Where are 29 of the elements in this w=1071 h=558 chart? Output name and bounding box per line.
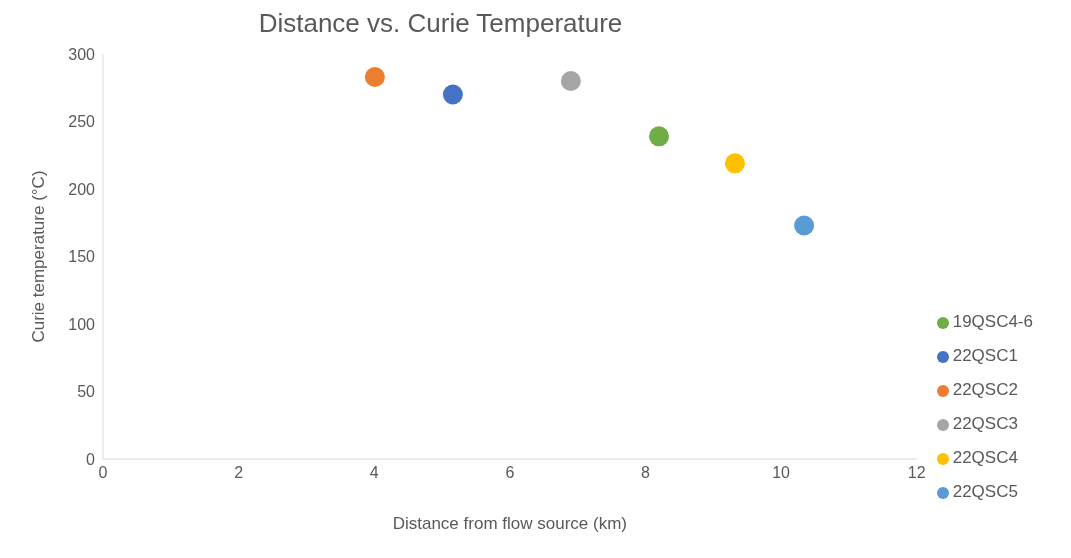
y-tick-label: 100	[68, 315, 96, 333]
point	[560, 71, 581, 91]
point	[649, 126, 670, 147]
legend-label: 22QSC1	[952, 346, 1018, 365]
y-tick-label: 250	[68, 113, 96, 131]
legend-label: 22QSC3	[952, 414, 1018, 433]
point	[364, 66, 385, 87]
y-tick-label: 0	[86, 450, 96, 468]
y-tick-label: 50	[77, 383, 96, 401]
x-tick-label: 2	[234, 464, 244, 482]
x-tick-label: 0	[98, 464, 108, 482]
legend-label: 22QSC5	[952, 482, 1018, 501]
point	[724, 153, 745, 174]
x-tick-label: 12	[907, 464, 926, 482]
x-axis-title: Distance from flow source (km)	[392, 514, 627, 533]
x-tick-label: 8	[640, 464, 650, 482]
y-tick-label: 200	[68, 180, 96, 198]
y-axis-title: Curie temperature (°C)	[29, 170, 49, 343]
y-tick-label: 300	[68, 45, 96, 63]
legend-label: 22QSC2	[952, 380, 1018, 399]
point	[794, 215, 815, 236]
chart-title: Distance vs. Curie Temperature	[257, 8, 624, 39]
legend-label: 19QSC4-6	[952, 312, 1033, 331]
point	[442, 84, 463, 105]
x-tick-label: 10	[772, 464, 791, 482]
y-tick-label: 150	[68, 248, 96, 266]
legend-label: 22QSC4	[952, 448, 1018, 467]
x-tick-label: 6	[505, 464, 515, 482]
x-tick-label: 4	[369, 464, 379, 482]
